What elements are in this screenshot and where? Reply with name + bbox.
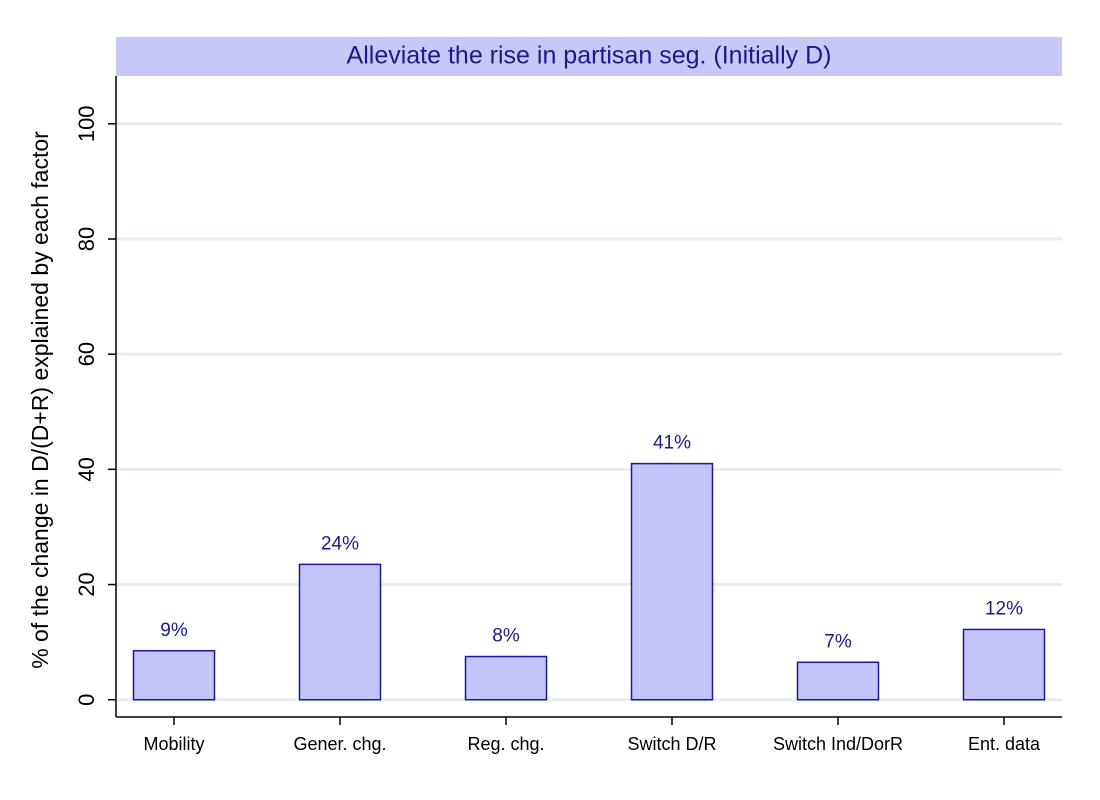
bar bbox=[464, 655, 548, 701]
y-tick-label: 0 bbox=[74, 694, 99, 706]
y-tick-label: 60 bbox=[74, 342, 99, 366]
bar bbox=[796, 661, 880, 701]
value-label: 7% bbox=[824, 631, 852, 652]
value-label: 8% bbox=[492, 626, 520, 647]
y-tick-label: 100 bbox=[74, 105, 99, 142]
value-label: 24% bbox=[321, 533, 359, 554]
x-tick-label: Ent. data bbox=[968, 734, 1041, 754]
x-tick-label: Switch D/R bbox=[627, 734, 716, 754]
x-tick-label: Mobility bbox=[143, 734, 204, 754]
y-tick-label: 40 bbox=[74, 457, 99, 481]
chart-title: Alleviate the rise in partisan seg. (Ini… bbox=[347, 42, 832, 70]
value-label: 12% bbox=[985, 598, 1023, 619]
y-tick-label: 80 bbox=[74, 227, 99, 251]
bar bbox=[630, 462, 714, 701]
x-tick-label: Switch Ind/DorR bbox=[773, 734, 903, 754]
x-tick-label: Gener. chg. bbox=[293, 734, 386, 754]
value-label: 9% bbox=[160, 620, 188, 641]
value-label: 41% bbox=[653, 433, 691, 454]
x-tick-label: Reg. chg. bbox=[467, 734, 544, 754]
bar bbox=[298, 563, 382, 701]
title-bar bbox=[116, 37, 1062, 76]
bar bbox=[132, 650, 216, 701]
y-axis-label: % of the change in D/(D+R) explained by … bbox=[27, 131, 53, 669]
bar bbox=[962, 628, 1046, 701]
y-tick-label: 20 bbox=[74, 572, 99, 596]
